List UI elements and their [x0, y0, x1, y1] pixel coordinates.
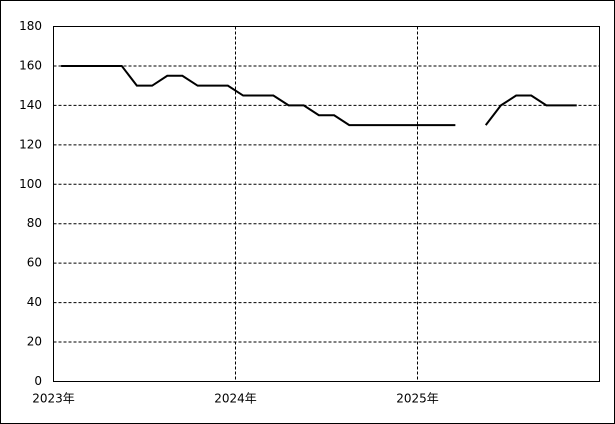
- y-tick-label: 40: [27, 295, 42, 309]
- line-series: [61, 64, 577, 127]
- y-tick-label: 80: [27, 216, 42, 230]
- y-tick-label: 180: [19, 19, 42, 33]
- plot-area: [53, 26, 600, 382]
- y-tick-label: 120: [19, 137, 42, 151]
- y-tick-label: 20: [27, 335, 42, 349]
- x-tick-label: 2025年: [396, 392, 439, 406]
- y-tick-label: 0: [34, 374, 42, 388]
- y-tick-label: 160: [19, 58, 42, 72]
- x-tick-label: 2024年: [214, 392, 257, 406]
- y-tick-label: 60: [27, 256, 42, 270]
- x-tick-label: 2023年: [32, 392, 75, 406]
- y-tick-label: 140: [19, 98, 42, 112]
- y-tick-label: 100: [19, 177, 42, 191]
